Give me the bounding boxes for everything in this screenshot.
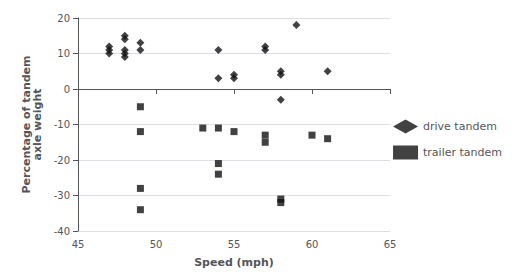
svg-text:65: 65	[384, 239, 397, 250]
svg-text:-40: -40	[54, 226, 70, 237]
svg-text:60: 60	[306, 239, 319, 250]
svg-text:-30: -30	[54, 190, 70, 201]
svg-text:trailer tandem: trailer tandem	[423, 146, 502, 159]
svg-text:20: 20	[57, 13, 70, 24]
svg-text:10: 10	[57, 48, 70, 59]
svg-text:Percentage of tandem: Percentage of tandem	[19, 55, 33, 194]
svg-text:0: 0	[64, 84, 70, 95]
svg-text:axle weight: axle weight	[31, 89, 44, 161]
svg-text:-10: -10	[54, 119, 70, 130]
svg-text:Speed (mph): Speed (mph)	[194, 256, 274, 269]
svg-text:45: 45	[72, 239, 85, 250]
svg-text:-20: -20	[54, 155, 70, 166]
svg-text:drive tandem: drive tandem	[423, 120, 497, 133]
svg-text:55: 55	[228, 239, 241, 250]
svg-text:50: 50	[150, 239, 163, 250]
